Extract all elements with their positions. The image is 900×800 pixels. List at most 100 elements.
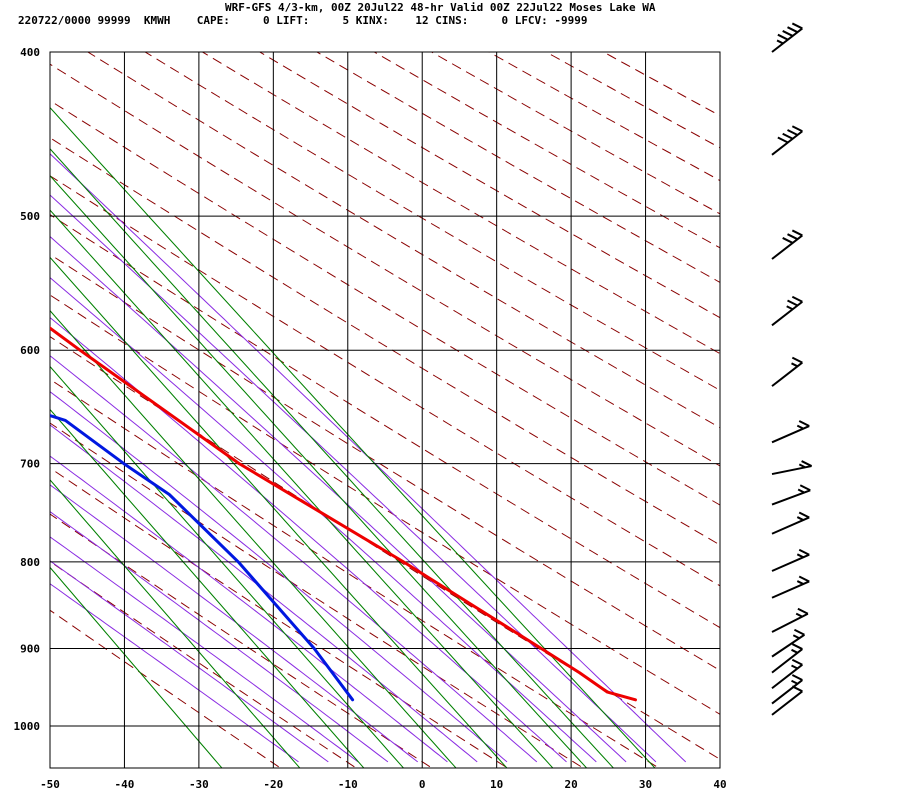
x-tick-label: 40: [713, 778, 726, 791]
y-tick-label: 600: [20, 344, 40, 357]
mixing-ratio-line: [50, 148, 615, 768]
moist-adiabat-line: [50, 391, 508, 763]
wind-barb-feather: [782, 237, 794, 244]
wind-barb-feather: [782, 30, 794, 37]
wind-barb-feather: [782, 132, 794, 140]
wind-barb-staff: [771, 234, 803, 260]
moist-adiabat-line: [50, 153, 687, 763]
wind-barb-half-feather: [796, 516, 804, 521]
wind-barb-half-feather: [795, 612, 803, 618]
y-tick-label: 700: [20, 458, 40, 471]
moist-adiabat-line: [50, 276, 597, 763]
mixing-ratio-line: [50, 408, 365, 768]
wind-barb-feather: [791, 295, 803, 303]
wind-barb-staff: [771, 612, 809, 633]
wind-barb: [771, 460, 813, 476]
x-tick-label: 30: [639, 778, 652, 791]
wind-barb-feather: [799, 484, 811, 492]
temperature-trace: [50, 326, 637, 702]
wind-barb: [771, 643, 803, 674]
dry-adiabat-line: [50, 513, 433, 768]
mixing-ratio-line: [50, 566, 223, 768]
wind-barb: [771, 125, 803, 156]
wind-barb: [771, 229, 803, 260]
wind-barb: [771, 420, 810, 444]
wind-barb-staff: [771, 553, 810, 572]
wind-barb-half-feather: [786, 305, 794, 311]
wind-barb-half-feather: [776, 39, 784, 45]
wind-barb-staff: [771, 580, 810, 599]
wind-barb-feather: [791, 229, 803, 237]
dry-adiabat-line: [602, 52, 720, 117]
x-tick-label: 0: [419, 778, 426, 791]
wind-barb-half-feather: [798, 463, 806, 469]
mixing-ratio-line: [50, 256, 508, 768]
wind-barb-staff: [771, 489, 811, 506]
y-tick-label: 400: [20, 46, 40, 59]
x-tick-label: -30: [189, 778, 209, 791]
wind-barb: [771, 295, 803, 327]
dry-adiabat-line: [50, 467, 509, 768]
wind-barb: [771, 628, 805, 658]
wind-barb-staff: [771, 465, 812, 476]
wind-barb: [771, 548, 810, 572]
wind-barb-feather: [797, 607, 809, 615]
wind-barb: [771, 575, 810, 599]
wind-barb: [771, 607, 809, 633]
wind-barb-feather: [787, 129, 798, 136]
grid-lines: [49, 51, 721, 769]
dry-adiabat-line: [50, 378, 660, 768]
y-tick-label: 900: [20, 642, 40, 655]
x-tick-label: -20: [263, 778, 283, 791]
wind-barb: [771, 685, 803, 716]
wind-barb-staff: [771, 690, 803, 716]
wind-barb-feather: [791, 658, 803, 666]
wind-barb-feather: [793, 628, 805, 636]
wind-barb-feather: [787, 233, 798, 241]
x-tick-label: -50: [40, 778, 60, 791]
mixing-ratio-line: [50, 309, 457, 768]
wind-barb-staff: [771, 633, 805, 658]
x-tick-label: 10: [490, 778, 503, 791]
wind-barb-staff: [771, 361, 803, 387]
moist-adiabat-line: [50, 536, 359, 763]
wind-barb-feather: [798, 575, 810, 583]
mixing-ratio-line: [50, 175, 588, 768]
wind-barb-staff: [771, 516, 810, 535]
wind-barb-half-feather: [792, 634, 800, 640]
dry-adiabat-line: [316, 52, 720, 283]
mixing-ratio-line: [50, 365, 405, 768]
dry-adiabat-line: [373, 52, 720, 249]
wind-barb-feather: [791, 674, 803, 681]
wind-barb-feather: [791, 22, 803, 30]
wind-barb: [771, 356, 803, 387]
dry-adiabat-line: [487, 52, 720, 182]
wind-barb-feather: [777, 136, 789, 144]
wind-barb: [771, 484, 811, 506]
moist-adiabat-line: [50, 355, 538, 763]
dewpoint-trace: [50, 413, 355, 702]
mixing-ratio-line: [50, 106, 656, 768]
moist-adiabat-line: [50, 424, 478, 763]
dry-adiabat-line: [50, 560, 358, 768]
moist-adiabat-line: [50, 560, 329, 763]
wind-barb-feather: [798, 420, 810, 427]
moist-adiabat-line: [50, 194, 657, 763]
wind-barb-half-feather: [796, 580, 804, 585]
wind-barb: [771, 674, 803, 705]
moist-adiabat-line: [50, 235, 627, 763]
wind-barb-feather: [798, 548, 810, 556]
moist-adiabat-line: [50, 583, 299, 763]
y-axis-ticks: 400 500 600 700 800 900 1000: [14, 46, 41, 733]
wind-barb-feather: [798, 511, 810, 519]
wind-barb-half-feather: [791, 648, 798, 654]
wind-barb: [771, 511, 810, 535]
plot-frame: [49, 51, 721, 769]
